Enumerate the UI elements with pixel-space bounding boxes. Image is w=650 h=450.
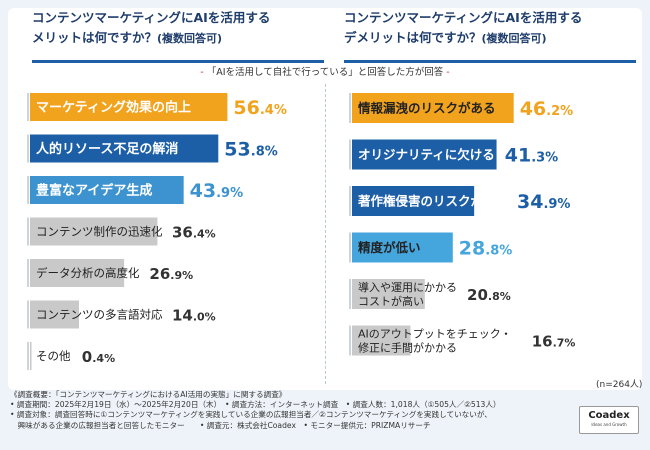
demerit-value-label: 41.3% — [505, 145, 558, 167]
left-title-line2: メリットは何ですか？(複数回答可) — [32, 28, 324, 49]
demerit-bar — [352, 232, 453, 263]
demerit-value-label: 46.2% — [520, 98, 573, 120]
demerit-value-label: 28.8% — [459, 238, 512, 260]
merit-value-label: 26.9% — [149, 265, 193, 283]
coadex-logo: Coadex Ideas and Growth — [579, 406, 639, 434]
demerit-value-label: 20.8% — [467, 286, 511, 304]
right-chart-title: コンテンツマーケティングにAIを活用する デメリットは何ですか？(複数回答可) — [344, 8, 636, 63]
right-title-line2: デメリットは何ですか？(複数回答可) — [344, 28, 636, 49]
right-title-note: (複数回答可) — [481, 32, 547, 45]
sample-size: (n=264人) — [596, 380, 643, 390]
demerit-value-label: 34.9% — [517, 191, 570, 213]
demerit-bar-label: AIのアウトプットをチェック・修正に手間がかかる — [358, 328, 512, 355]
merit-bar-label: 豊富なアイデア生成 — [36, 183, 152, 199]
demerit-bar-label: オリジナリティに欠ける — [358, 147, 495, 162]
subtitle-dash-right: - — [446, 67, 450, 78]
merit-value-label: 53.8% — [224, 139, 277, 161]
merit-bar — [30, 300, 79, 329]
merit-bar-label: コンテンツの多言語対応 — [36, 308, 163, 322]
demerit-bar-label: 著作権侵害のリスクがある — [357, 194, 508, 209]
right-title-line1: コンテンツマーケティングにAIを活用する — [344, 10, 583, 25]
column-divider — [325, 84, 326, 384]
merit-bar — [30, 217, 158, 246]
demerit-bar — [352, 139, 497, 170]
footer-line-3: • 調査対象：調査回答時に①コンテンツマーケティングを実践している企業の広報担当… — [10, 410, 492, 420]
subtitle-text: 「AIを活用して自社で行っている」と回答した方が回答 — [206, 67, 444, 78]
logo-name: Coadex — [588, 410, 630, 421]
footer-line-1: 《調査概要：「コンテンツマーケティングにおけるAI活用の実態」に関する調査》 — [10, 390, 287, 399]
merit-bar — [30, 134, 219, 163]
merit-bar — [30, 176, 184, 204]
demerit-value-label: 16.7% — [532, 333, 576, 351]
demerit-bar — [352, 186, 475, 216]
survey-footer: 《調査概要：「コンテンツマーケティングにおけるAI活用の実態」に関する調査》 •… — [10, 390, 580, 431]
logo-tagline: Ideas and Growth — [591, 422, 627, 427]
demerit-bar-label: 導入や運用にかかるコストが高い — [358, 280, 457, 308]
subtitle-dash-left: - — [200, 67, 204, 78]
right-title-question: デメリットは何ですか？ — [344, 30, 482, 45]
merit-value-label: 14.0% — [172, 307, 216, 325]
merit-bar — [30, 93, 228, 121]
merit-value-label: 36.4% — [172, 224, 216, 242]
merit-value-label: 43.9% — [190, 180, 243, 202]
left-title-note: (複数回答可) — [157, 32, 223, 45]
merit-bar — [30, 342, 32, 370]
demerit-bar — [352, 325, 411, 356]
merit-bar — [30, 259, 125, 287]
left-chart-title: コンテンツマーケティングにAIを活用する メリットは何ですか？(複数回答可) — [32, 8, 324, 63]
merit-bar-label: 人的リソース不足の解消 — [36, 141, 178, 157]
merit-bar-label: データ分析の高度化 — [36, 266, 140, 280]
footer-line-2: • 調査期間：2025年2月19日（水）～2025年2月20日（木） • 調査方… — [10, 400, 501, 410]
demerit-bar-label: 精度が低い — [358, 240, 421, 255]
demerit-bar — [352, 279, 425, 309]
respondent-note: - 「AIを活用して自社で行っている」と回答した方が回答 - — [0, 64, 650, 78]
merit-value-label: 56.4% — [233, 97, 286, 119]
merit-bar-label: コンテンツ制作の迅速化 — [36, 225, 163, 239]
demerit-bar-label: 情報漏洩のリスクがある — [358, 101, 496, 116]
merit-bar-label: マーケティング効果の向上 — [36, 100, 191, 116]
demerit-bar — [352, 93, 514, 123]
left-title-line1: コンテンツマーケティングにAIを活用する — [32, 10, 271, 25]
merit-value-label: 0.4% — [82, 348, 115, 366]
footer-line-4: 興味がある企業の広報担当者と回答したモニター • 調査元：株式会社Coadex … — [10, 420, 431, 430]
merit-bar-label: その他 — [36, 349, 71, 363]
left-title-question: メリットは何ですか？ — [32, 30, 158, 45]
